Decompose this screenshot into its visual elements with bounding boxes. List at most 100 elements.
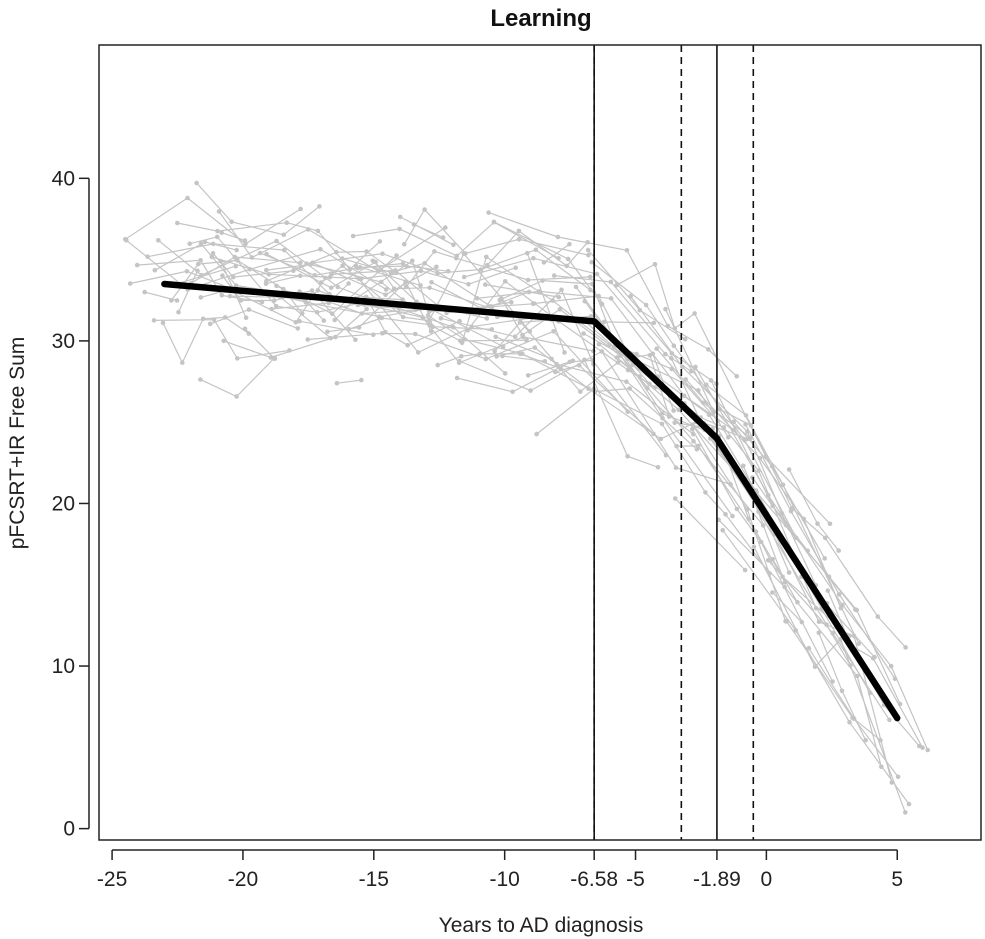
individual-point	[510, 389, 515, 395]
individual-point	[461, 251, 467, 257]
individual-point	[315, 228, 321, 234]
individual-point	[220, 273, 225, 278]
individual-trajectory	[583, 319, 675, 411]
x-axis: -25 -20 -15 -10 -6.58 -5 -1.89 0 5	[97, 849, 903, 891]
x-tick-label: -1.89	[693, 868, 741, 891]
individual-point	[746, 516, 751, 522]
individual-point	[516, 237, 522, 242]
individual-point	[651, 320, 657, 326]
individual-point	[422, 207, 427, 212]
individual-point	[284, 220, 290, 225]
individual-point	[394, 253, 399, 258]
individual-point	[242, 326, 248, 332]
individual-trajectory	[399, 216, 454, 246]
individual-point	[827, 521, 833, 527]
individual-point	[427, 285, 432, 291]
individual-point	[578, 389, 583, 394]
individual-point	[207, 321, 213, 327]
individual-point	[198, 295, 204, 300]
individual-point	[282, 247, 287, 253]
individual-point	[513, 265, 518, 271]
individual-point	[683, 377, 688, 382]
individual-point	[756, 468, 761, 474]
individual-point	[701, 400, 706, 406]
individual-point	[483, 356, 489, 362]
individual-trajectory	[144, 291, 178, 302]
individual-trajectory	[299, 320, 374, 336]
individual-point	[596, 293, 601, 299]
individual-point	[332, 317, 338, 323]
individual-point	[295, 326, 301, 331]
y-tick-label: 20	[52, 492, 75, 515]
individual-point	[586, 252, 591, 258]
individual-point	[484, 316, 490, 321]
x-tick-label: 0	[761, 868, 773, 891]
individual-point	[838, 637, 843, 642]
individual-trajectory	[265, 275, 541, 354]
individual-point	[723, 512, 728, 517]
individual-trajectory	[488, 212, 738, 377]
individual-point	[357, 265, 363, 270]
individual-point	[903, 810, 908, 815]
individual-point	[198, 377, 203, 382]
individual-trajectory	[827, 590, 924, 748]
individual-point	[706, 347, 711, 352]
individual-point	[274, 238, 279, 244]
individual-point	[242, 238, 248, 243]
individual-trajectory	[299, 291, 504, 348]
individual-point	[704, 382, 709, 388]
individual-point	[304, 261, 309, 267]
individual-point	[581, 331, 586, 336]
individual-point	[786, 467, 792, 472]
individual-point	[198, 258, 203, 263]
individual-point	[435, 270, 440, 276]
individual-trajectory	[500, 298, 764, 526]
individual-point	[263, 281, 269, 287]
individual-point	[359, 311, 365, 316]
individual-point	[799, 619, 805, 625]
individual-point	[457, 318, 462, 324]
individual-trajectory	[554, 275, 717, 385]
individual-trajectory	[137, 259, 263, 303]
individual-point	[297, 318, 302, 324]
individual-point	[305, 337, 311, 342]
individual-trajectory	[196, 182, 320, 236]
individual-point	[229, 219, 234, 225]
individual-point	[525, 277, 531, 283]
individual-point	[350, 233, 356, 239]
individual-point	[486, 210, 491, 215]
individual-point	[779, 511, 785, 516]
individual-trajectory	[282, 296, 440, 318]
individual-point	[654, 346, 659, 352]
individual-point	[329, 311, 335, 317]
individual-point	[272, 355, 278, 361]
individual-point	[246, 331, 252, 336]
individual-point	[562, 350, 567, 355]
individual-point	[356, 325, 362, 330]
individual-point	[589, 259, 594, 265]
individual-point	[588, 314, 594, 319]
individual-point	[854, 607, 859, 613]
individual-point	[402, 241, 407, 247]
y-tick-label: 30	[52, 330, 75, 353]
individual-point	[608, 279, 614, 285]
individual-trajectory	[200, 277, 326, 324]
x-tick-label: -20	[228, 868, 258, 891]
individual-trajectory	[221, 232, 246, 242]
individual-point	[215, 228, 220, 234]
individual-trajectory	[223, 308, 368, 359]
individual-point	[692, 311, 697, 316]
individual-point	[221, 338, 226, 344]
individual-point	[198, 241, 204, 246]
individual-point	[528, 388, 533, 393]
individual-point	[875, 614, 881, 619]
individual-point	[432, 249, 437, 254]
individual-point	[246, 307, 252, 312]
individual-point	[682, 337, 688, 342]
individual-trajectory	[674, 498, 746, 571]
individual-point	[660, 415, 665, 421]
individual-point	[624, 248, 630, 253]
individual-point	[570, 358, 576, 364]
individual-point	[484, 254, 489, 260]
individual-point	[359, 377, 364, 383]
